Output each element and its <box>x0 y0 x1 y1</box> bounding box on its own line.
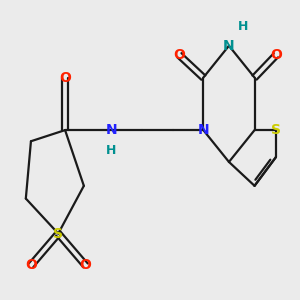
Text: S: S <box>271 123 281 137</box>
Text: H: H <box>238 20 249 33</box>
Text: O: O <box>25 258 37 272</box>
Text: N: N <box>223 39 235 53</box>
Text: H: H <box>106 144 116 157</box>
Text: O: O <box>270 48 282 62</box>
Text: N: N <box>105 123 117 137</box>
Text: O: O <box>173 48 185 62</box>
Text: N: N <box>197 123 209 137</box>
Text: O: O <box>80 258 92 272</box>
Text: O: O <box>59 70 71 85</box>
Text: S: S <box>53 226 63 241</box>
